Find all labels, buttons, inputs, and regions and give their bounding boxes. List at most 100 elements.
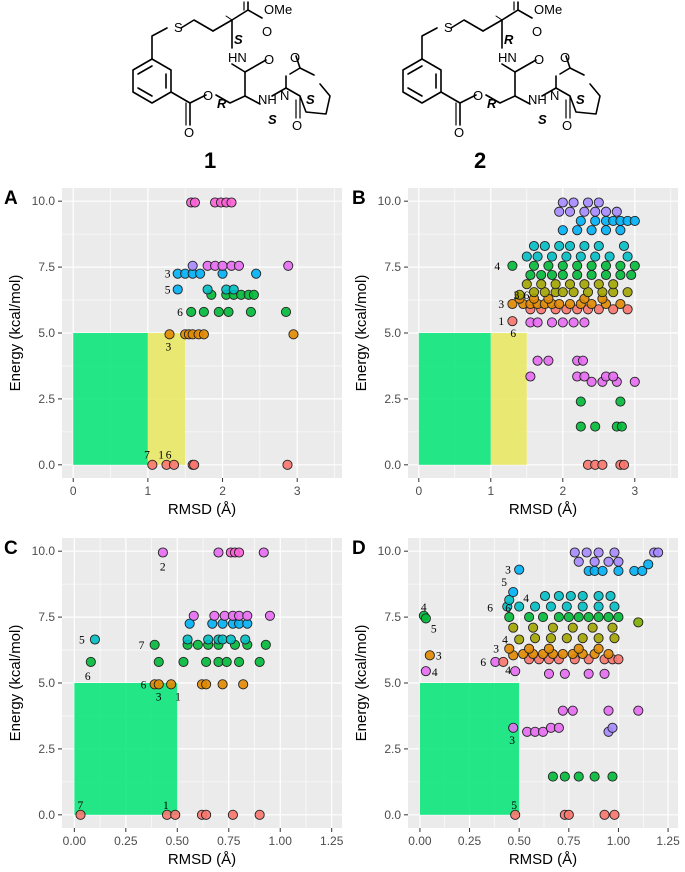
point-annotation: 3 <box>166 341 172 353</box>
data-point <box>172 284 183 295</box>
data-point <box>202 284 213 295</box>
mol1-stereo-pro: S <box>268 112 277 127</box>
mol2-o2: O <box>534 52 544 67</box>
data-point <box>573 556 584 567</box>
x-tick-label: 0.25 <box>114 834 138 848</box>
data-point <box>546 269 558 281</box>
data-point <box>593 240 604 252</box>
point-annotation: 3 <box>436 650 442 662</box>
data-point <box>608 279 619 290</box>
data-point <box>567 622 578 633</box>
data-point <box>153 656 164 667</box>
y-tick-label: 0.0 <box>384 808 401 822</box>
data-point <box>85 656 96 667</box>
point-annotation: 3 <box>509 735 515 747</box>
data-point <box>539 590 551 602</box>
data-point <box>593 633 604 644</box>
mol2-o6: O <box>560 50 570 65</box>
data-point <box>579 371 590 382</box>
data-point <box>615 396 626 407</box>
point-annotation: 4 <box>421 602 427 614</box>
data-point <box>616 421 627 432</box>
molecule-2-structure <box>402 1 601 126</box>
x-tick-label: 0.50 <box>507 834 531 848</box>
y-tick-label: 0.0 <box>38 808 55 822</box>
data-point <box>561 633 572 644</box>
data-point <box>626 269 637 281</box>
point-annotation: 3 <box>165 269 171 281</box>
data-point <box>608 371 619 382</box>
data-point <box>615 260 626 271</box>
x-axis-title: RMSD (Å) <box>168 851 236 868</box>
data-point <box>609 809 620 820</box>
x-tick-label: 1.25 <box>320 834 344 848</box>
data-point <box>178 656 189 667</box>
y-tick-label: 5.0 <box>384 326 401 340</box>
data-point <box>209 610 220 621</box>
data-point <box>577 633 588 644</box>
data-point <box>600 260 612 271</box>
data-point <box>599 809 610 820</box>
data-point <box>603 648 614 660</box>
point-annotation: 1 <box>163 800 169 812</box>
data-point <box>254 656 265 667</box>
data-point <box>565 590 576 602</box>
data-point <box>251 268 262 279</box>
data-point <box>567 705 578 716</box>
data-point <box>613 612 624 623</box>
data-point <box>510 809 521 820</box>
data-point <box>583 612 594 623</box>
data-point <box>528 287 540 298</box>
y-tick-label: 5.0 <box>38 676 55 690</box>
data-point <box>622 251 633 262</box>
data-point <box>600 206 612 217</box>
data-point <box>554 206 565 217</box>
y-tick-label: 2.5 <box>384 742 401 756</box>
data-point <box>530 633 541 644</box>
data-point <box>524 643 535 654</box>
mol1-stereo-top: S <box>234 32 243 47</box>
data-point <box>629 215 640 227</box>
data-point <box>554 298 565 310</box>
data-point <box>170 809 181 820</box>
data-point <box>233 260 245 271</box>
data-point <box>528 260 540 271</box>
mol1-stereo-mid: R <box>217 96 227 111</box>
point-annotation: 3 <box>498 299 504 311</box>
data-point <box>586 269 597 281</box>
data-point <box>593 612 604 623</box>
data-point <box>420 666 431 677</box>
data-point <box>573 771 584 782</box>
data-point <box>573 612 584 623</box>
data-point <box>603 612 614 623</box>
region-yellow <box>490 333 527 465</box>
data-point <box>514 601 525 612</box>
data-point <box>226 197 237 208</box>
point-annotation: 5 <box>79 635 85 647</box>
y-tick-label: 7.5 <box>38 260 55 274</box>
data-point <box>593 279 604 290</box>
mol1-stereo-pro2: S <box>306 92 315 107</box>
point-annotation: 6 <box>487 603 493 615</box>
data-point <box>593 590 604 602</box>
data-point <box>590 215 601 227</box>
data-point <box>524 612 535 623</box>
point-annotation: 6 <box>480 657 486 669</box>
data-point <box>581 547 592 558</box>
data-point <box>240 634 251 645</box>
region-green <box>74 683 178 815</box>
data-point <box>607 771 618 782</box>
y-tick-label: 2.5 <box>384 392 401 406</box>
data-point <box>579 240 590 252</box>
y-tick-label: 10.0 <box>32 194 56 208</box>
data-point <box>188 610 199 621</box>
x-tick-label: 0.00 <box>408 834 432 848</box>
data-point <box>532 317 543 328</box>
data-point <box>597 565 608 577</box>
point-annotation: 4 <box>502 635 508 647</box>
x-axis-title: RMSD (Å) <box>509 851 577 868</box>
data-point <box>195 268 206 279</box>
x-tick-label: 1 <box>145 484 152 498</box>
